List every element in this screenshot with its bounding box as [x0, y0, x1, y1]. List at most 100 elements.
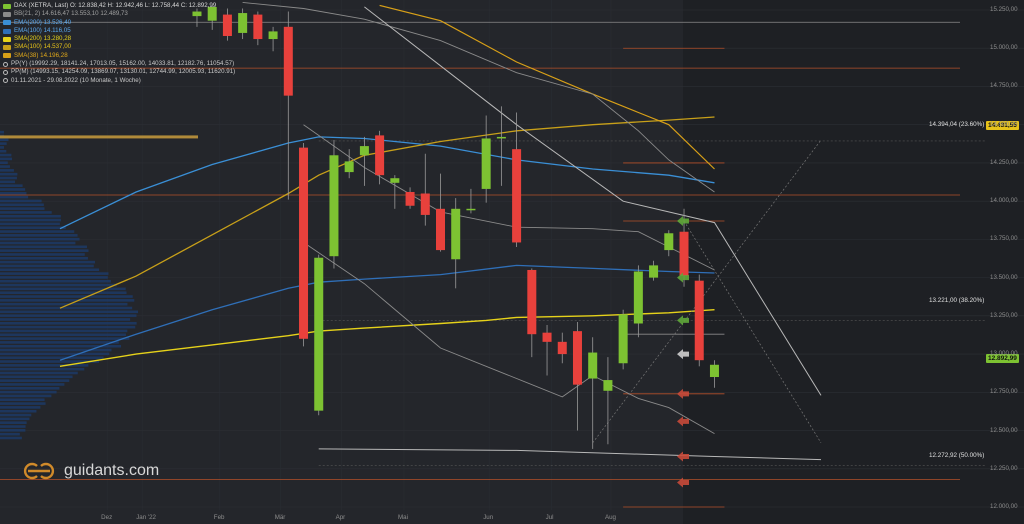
volume-profile-bar	[0, 181, 15, 184]
volume-profile-bar	[0, 249, 88, 252]
volume-profile-bar	[0, 203, 44, 206]
legend-sma38: SMA(38) 14.196,28	[14, 52, 68, 60]
candle-bull	[588, 353, 597, 379]
x-tick-label: Jun	[483, 514, 493, 521]
y-tick-label: 13.000,00	[990, 350, 1018, 357]
volume-profile-bar	[0, 333, 126, 336]
volume-profile-bar	[0, 291, 127, 294]
x-tick-label: Jan '22	[136, 514, 156, 521]
volume-profile-bar	[0, 330, 127, 333]
legend-bb: BB(21, 2) 14.616,47 13.553,10 12.489,73	[14, 10, 128, 18]
candle-bear	[512, 149, 521, 242]
guidants-logo-text: guidants.com	[64, 462, 159, 480]
volume-profile-bar	[0, 192, 26, 195]
candle-bull	[619, 314, 628, 363]
candle-bull	[497, 137, 506, 139]
volume-profile-bar	[0, 268, 99, 271]
y-tick-label: 12.250,00	[990, 465, 1018, 472]
volume-profile-bar	[0, 372, 78, 375]
volume-profile-bar	[0, 276, 108, 279]
fib-label-382: 13.221,00 (38.20%)	[929, 297, 984, 304]
x-tick-label: Apr	[336, 514, 346, 521]
candle-bear	[299, 148, 308, 339]
volume-profile-bar	[0, 150, 6, 153]
volume-profile-bar	[0, 138, 8, 141]
volume-profile-bar	[0, 295, 133, 298]
candle-bull	[482, 138, 491, 188]
y-tick-label: 13.500,00	[990, 274, 1018, 281]
y-tick-label: 14.250,00	[990, 159, 1018, 166]
volume-profile-bar	[0, 200, 42, 203]
volume-profile-bar	[0, 383, 64, 386]
x-tick-label: Feb	[214, 514, 225, 521]
x-tick-label: Jul	[546, 514, 554, 521]
candle-bear	[527, 270, 536, 334]
volume-profile-bar	[0, 322, 137, 325]
volume-profile-bar	[0, 242, 75, 245]
y-tick-label: 12.500,00	[990, 427, 1018, 434]
candle-bear	[284, 27, 293, 96]
volume-profile-bar	[0, 142, 7, 145]
volume-profile-bar	[0, 437, 22, 440]
volume-profile-bar	[0, 219, 61, 222]
volume-profile-bar	[0, 284, 117, 287]
volume-profile-bar	[0, 418, 29, 421]
y-tick-label: 14.500,00	[990, 121, 1018, 128]
candle-bear	[375, 135, 384, 175]
volume-profile-bar	[0, 131, 4, 134]
y-tick-label: 14.000,00	[990, 197, 1018, 204]
x-tick-label: Aug	[605, 514, 616, 521]
y-tick-label: 15.000,00	[990, 44, 1018, 51]
volume-profile-bar	[0, 402, 46, 405]
legend-ema200: EMA(200) 13.526,40	[14, 19, 71, 27]
volume-profile-bar	[0, 223, 60, 226]
volume-profile-bar	[0, 421, 27, 424]
volume-profile-bar	[0, 234, 78, 237]
volume-profile-bar	[0, 356, 104, 359]
legend-sma200: SMA(200) 13.280,28	[14, 35, 71, 43]
legend-dax: DAX (XETRA, Last) O: 12.838,42 H: 12.942…	[14, 2, 216, 10]
volume-profile-bar	[0, 146, 4, 149]
volume-profile-bar	[0, 341, 119, 344]
candle-bull	[634, 271, 643, 323]
volume-profile-bar	[0, 337, 129, 340]
volume-profile-bar	[0, 169, 14, 172]
fib-label-236: 14.394,04 (23.60%)	[929, 121, 984, 128]
candle-bull	[329, 155, 338, 256]
guidants-logo-icon	[22, 462, 56, 480]
candle-bear	[680, 232, 689, 276]
candle-bull	[314, 258, 323, 411]
volume-profile-bar	[0, 177, 17, 180]
volume-profile-bar	[0, 379, 69, 382]
volume-profile-bar	[0, 429, 25, 432]
y-tick-label: 12.750,00	[990, 388, 1018, 395]
volume-profile-bar	[0, 314, 136, 317]
volume-profile-bar	[0, 376, 73, 379]
guidants-logo: guidants.com	[22, 462, 159, 480]
volume-profile-bar	[0, 257, 88, 260]
volume-profile-bar	[0, 265, 94, 268]
volume-profile-bar	[0, 326, 135, 329]
volume-profile-bar	[0, 433, 20, 436]
candle-bull	[451, 209, 460, 259]
candle-bear	[436, 209, 445, 250]
volume-profile-poc	[0, 135, 198, 138]
candle-bull	[466, 209, 475, 211]
volume-profile-bar	[0, 299, 134, 302]
volume-profile-bar	[0, 318, 130, 321]
candle-bull	[360, 146, 369, 155]
candle-bear	[421, 194, 430, 215]
volume-profile-bar	[0, 395, 51, 398]
candle-bear	[253, 15, 262, 39]
volume-profile-bar	[0, 391, 57, 394]
chart-legend: DAX (XETRA, Last) O: 12.838,42 H: 12.942…	[3, 2, 235, 85]
volume-profile-bar	[0, 398, 45, 401]
y-tick-label: 13.250,00	[990, 312, 1018, 319]
volume-profile-bar	[0, 353, 109, 356]
volume-profile-bar	[0, 303, 127, 306]
volume-profile-bar	[0, 165, 10, 168]
candle-bear	[558, 342, 567, 354]
x-tick-label: Dez	[101, 514, 112, 521]
volume-profile-bar	[0, 215, 61, 218]
volume-profile-bar	[0, 238, 80, 241]
